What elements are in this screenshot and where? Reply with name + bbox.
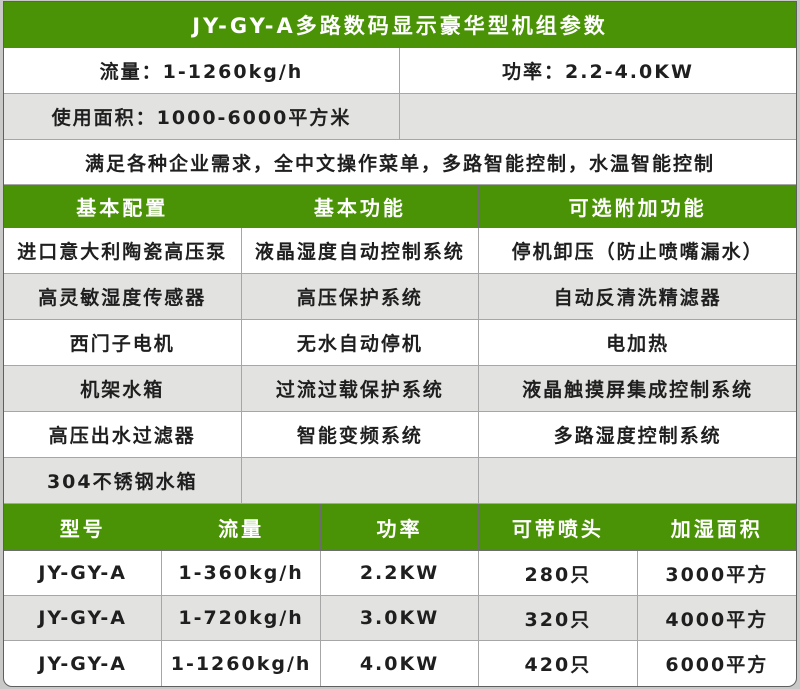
- area-spec-cell: 使用面积：1000-6000平方米: [4, 94, 400, 140]
- model-cell: 1-720kg/h: [162, 596, 321, 641]
- feature-cell: 304不锈钢水箱: [4, 458, 242, 504]
- feature-cell: [241, 458, 480, 504]
- model-cell: 320只: [479, 596, 638, 641]
- power-spec-cell: 功率：2.2-4.0KW: [400, 48, 796, 94]
- feature-cell: 液晶湿度自动控制系统: [241, 228, 480, 274]
- models-header-nozzles: 可带喷头: [479, 504, 638, 551]
- model-cell: JY-GY-A: [4, 641, 163, 686]
- model-cell: 3000平方: [637, 551, 796, 596]
- feature-cell: 高压出水过滤器: [4, 412, 242, 458]
- feature-cell: [479, 458, 796, 504]
- top-spec-section: JY-GY-A多路数码显示豪华型机组参数 流量：1-1260kg/h 功率：2.…: [4, 2, 796, 185]
- model-cell: 2.2KW: [320, 551, 480, 596]
- feature-cell: 过流过载保护系统: [241, 366, 480, 412]
- feature-cell: 停机卸压（防止喷嘴漏水）: [479, 228, 796, 274]
- model-cell: 4000平方: [637, 596, 796, 641]
- models-header-power: 功率: [320, 504, 480, 551]
- feature-cell: 智能变频系统: [241, 412, 480, 458]
- features-section: 基本配置 基本功能 可选附加功能 进口意大利陶瓷高压泵 液晶湿度自动控制系统 停…: [4, 185, 796, 504]
- model-cell: JY-GY-A: [4, 596, 163, 641]
- features-header-config: 基本配置: [4, 185, 242, 228]
- model-cell: JY-GY-A: [4, 551, 163, 596]
- feature-cell: 自动反清洗精滤器: [479, 274, 796, 320]
- model-cell: 3.0KW: [320, 596, 480, 641]
- feature-cell: 无水自动停机: [241, 320, 480, 366]
- feature-cell: 西门子电机: [4, 320, 242, 366]
- feature-cell: 进口意大利陶瓷高压泵: [4, 228, 242, 274]
- models-header-area: 加湿面积: [637, 504, 796, 551]
- spec-table: JY-GY-A多路数码显示豪华型机组参数 流量：1-1260kg/h 功率：2.…: [3, 1, 797, 687]
- model-cell: 280只: [479, 551, 638, 596]
- area-spec-empty-cell: [400, 94, 796, 140]
- models-header-flow: 流量: [162, 504, 321, 551]
- model-cell: 4.0KW: [321, 641, 480, 686]
- feature-cell: 电加热: [479, 320, 796, 366]
- feature-cell: 机架水箱: [4, 366, 242, 412]
- table-title: JY-GY-A多路数码显示豪华型机组参数: [4, 2, 796, 48]
- feature-cell: 液晶触摸屏集成控制系统: [479, 366, 796, 412]
- model-cell: 1-360kg/h: [162, 551, 321, 596]
- features-header-function: 基本功能: [241, 185, 480, 228]
- model-cell: 420只: [479, 641, 638, 686]
- feature-cell: 多路湿度控制系统: [479, 412, 796, 458]
- models-header-model: 型号: [4, 504, 163, 551]
- flow-spec-cell: 流量：1-1260kg/h: [4, 48, 400, 94]
- features-header-optional: 可选附加功能: [479, 185, 796, 228]
- models-section: 型号 流量 功率 可带喷头 加湿面积 JY-GY-A 1-360kg/h 2.2…: [4, 504, 796, 686]
- description-cell: 满足各种企业需求，全中文操作菜单，多路智能控制，水温智能控制: [4, 140, 796, 185]
- model-cell: 1-1260kg/h: [162, 641, 321, 686]
- model-cell: 6000平方: [665, 654, 769, 676]
- feature-cell: 高压保护系统: [241, 274, 480, 320]
- feature-cell: 高灵敏湿度传感器: [4, 274, 242, 320]
